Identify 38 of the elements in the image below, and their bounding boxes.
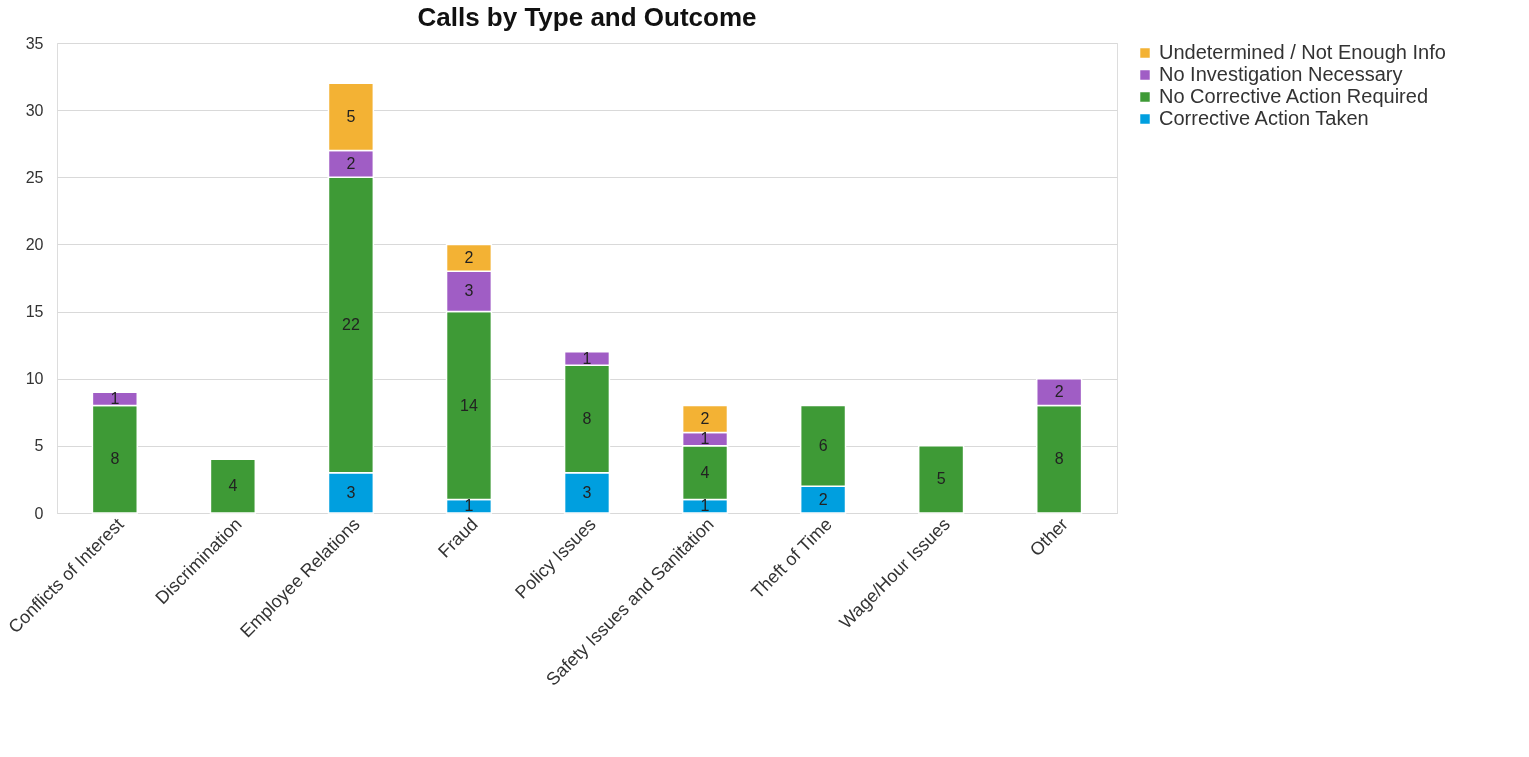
data-label: 2: [1054, 383, 1064, 401]
legend-label: No Investigation Necessary: [1159, 63, 1403, 85]
bar: [209, 458, 257, 514]
data-label: 3: [582, 483, 592, 501]
legend-label: Undetermined / Not Enough Info: [1159, 41, 1446, 63]
legend-label: Corrective Action Taken: [1159, 107, 1369, 129]
data-label: 1: [110, 389, 120, 407]
y-tick-label: 15: [25, 303, 44, 321]
y-tick-label: 30: [25, 101, 44, 119]
y-tick-label: 5: [34, 437, 44, 455]
data-label: 6: [818, 436, 828, 454]
data-label: 4: [700, 463, 710, 481]
data-label: 1: [700, 430, 710, 448]
data-label: 4: [228, 477, 238, 495]
data-label: 8: [582, 410, 592, 427]
data-label: 1: [700, 497, 710, 515]
data-label: 8: [110, 450, 120, 468]
chart-title: Calls by Type and Outcome: [417, 2, 757, 32]
legend-label: No Corrective Action Required: [1159, 85, 1429, 107]
bar: [917, 445, 965, 514]
data-label: 1: [582, 349, 592, 367]
data-label: 22: [342, 316, 360, 333]
data-label: 5: [936, 470, 946, 488]
y-tick-label: 10: [25, 370, 44, 388]
data-label: 14: [460, 396, 478, 414]
y-tick-label: 0: [34, 504, 44, 522]
data-label: 2: [346, 154, 356, 172]
data-label: 5: [346, 107, 356, 125]
data-label: 3: [346, 483, 356, 501]
data-label: 3: [464, 282, 474, 300]
y-tick-label: 35: [25, 34, 44, 52]
data-label: 2: [818, 490, 828, 508]
y-tick-label: 25: [25, 168, 44, 186]
data-label: 8: [1054, 450, 1064, 468]
data-label: 1: [464, 497, 474, 515]
y-tick-label: 20: [25, 235, 44, 253]
data-label: 2: [464, 248, 474, 266]
data-label: 2: [700, 410, 710, 427]
